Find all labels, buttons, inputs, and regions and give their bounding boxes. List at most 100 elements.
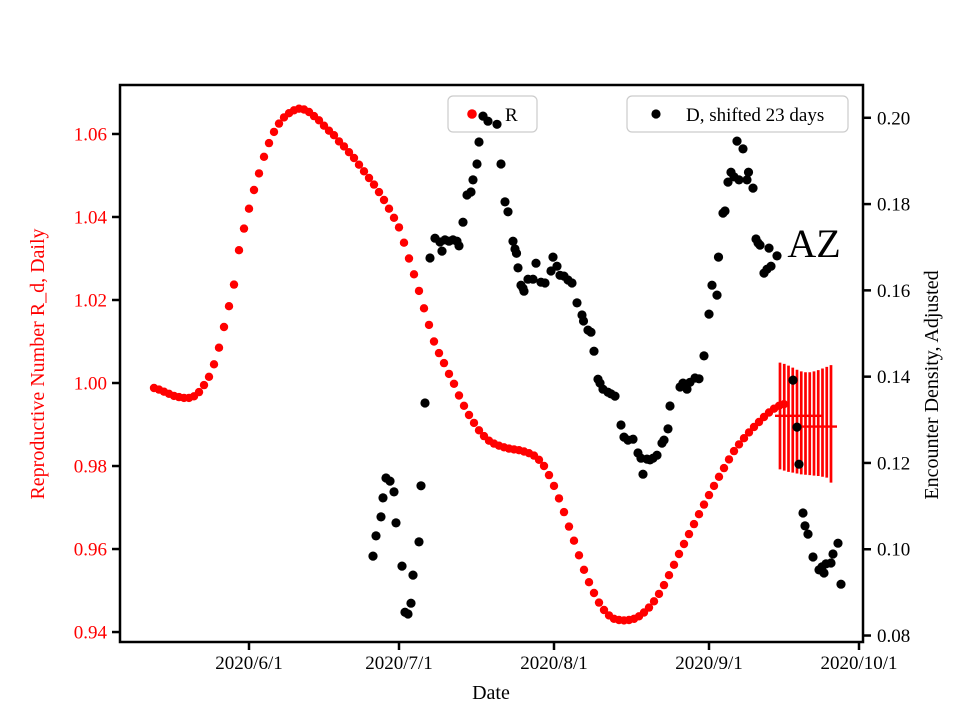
- d-data-point: [798, 508, 808, 518]
- r-data-point: [674, 549, 684, 559]
- left-tick-label: 0.96: [74, 540, 107, 561]
- r-data-point: [554, 494, 564, 503]
- r-data-point: [689, 519, 699, 529]
- d-data-point: [772, 251, 782, 261]
- r-data-point: [214, 343, 224, 352]
- left-tick-label: 0.98: [74, 457, 107, 478]
- d-data-point: [397, 561, 407, 571]
- r-data-point: [709, 481, 719, 491]
- r-data-point: [219, 322, 229, 332]
- d-data-point: [833, 538, 843, 548]
- r-data-point: [579, 565, 589, 574]
- r-data-point: [399, 238, 409, 247]
- r-data-point: [234, 246, 244, 255]
- d-data-point: [472, 159, 482, 169]
- r-data-point: [329, 131, 339, 140]
- r-data-point: [704, 490, 714, 500]
- d-data-point: [572, 298, 582, 308]
- right-tick-label: 0.18: [877, 195, 910, 216]
- d-data-point: [723, 177, 733, 187]
- r-data-point: [729, 446, 739, 456]
- x-tick-label: 2020/9/1: [675, 653, 743, 674]
- r-data-point: [229, 280, 239, 289]
- r-data-point: [249, 185, 259, 195]
- r-data-point: [414, 286, 424, 296]
- r-data-point: [594, 598, 604, 607]
- r-data-point: [244, 204, 254, 213]
- r-data-point: [569, 536, 579, 545]
- r-data-point: [209, 360, 219, 369]
- d-data-point: [628, 434, 638, 444]
- d-data-point: [589, 346, 599, 356]
- r-data-point: [574, 551, 584, 560]
- d-data-point: [466, 187, 476, 197]
- r-data-point: [564, 522, 574, 531]
- legend-d-box: [626, 95, 849, 133]
- r-data-point: [194, 387, 204, 397]
- r-data-point: [539, 461, 549, 471]
- d-data-point: [531, 258, 541, 268]
- r-data-point: [559, 507, 569, 517]
- d-data-point: [742, 175, 752, 185]
- r-data-point: [699, 500, 709, 509]
- axes-frame-and-ticks: 2020/6/1 2020/7/1 2020/8/1 2020/9/1 2020/10/…: [74, 83, 911, 674]
- r-data-point: [274, 119, 284, 128]
- r-data-point: [669, 560, 679, 569]
- right-tick-label: 0.12: [877, 453, 910, 474]
- r-data-point: [714, 472, 724, 481]
- d-data-point: [616, 420, 626, 430]
- left-tick-label: 1.02: [74, 290, 107, 311]
- d-data-point: [836, 579, 846, 589]
- d-data-point: [652, 450, 662, 460]
- r-data-point: [349, 153, 359, 163]
- x-tick-label: 2020/6/1: [215, 653, 283, 674]
- right-axis-title: Encounter Density, Adjusted: [921, 270, 943, 499]
- d-data-point: [454, 241, 464, 251]
- d-data-point: [659, 435, 669, 445]
- d-data-point: [437, 246, 447, 256]
- right-tick-label: 0.16: [877, 281, 910, 302]
- d-data-point: [474, 137, 484, 147]
- r-data-point: [444, 369, 454, 379]
- d-data-point: [391, 518, 401, 528]
- r-data-point: [439, 358, 449, 368]
- left-tick-label: 1.04: [74, 207, 108, 228]
- d-series-marker-icon: [651, 109, 661, 119]
- right-tick-label: 0.08: [877, 626, 910, 647]
- d-data-point: [682, 384, 692, 394]
- d-data-point: [378, 493, 388, 503]
- r-data-point: [339, 142, 349, 151]
- d-data-point: [792, 422, 802, 432]
- r-data-point: [204, 372, 214, 381]
- r-data-point: [394, 223, 404, 232]
- d-data-point: [511, 248, 522, 258]
- state-annotation: AZ: [787, 221, 840, 266]
- d-data-point: [704, 309, 714, 319]
- legend-layer: R D, shifted 23 days: [447, 95, 849, 133]
- r-data-point: [589, 588, 599, 598]
- r-series-points: [149, 104, 789, 625]
- r-data-point: [644, 603, 654, 612]
- d-data-point: [699, 351, 709, 361]
- right-tick-label: 0.20: [877, 108, 910, 129]
- r-data-point: [469, 418, 479, 428]
- r-data-point: [739, 434, 749, 443]
- d-data-point: [610, 391, 620, 401]
- d-data-point: [385, 476, 395, 486]
- d-data-point: [371, 531, 381, 541]
- d-data-point: [707, 280, 717, 290]
- r-data-point: [424, 320, 434, 330]
- d-data-point: [764, 243, 774, 253]
- r-data-point: [534, 455, 544, 464]
- r-data-point: [374, 187, 384, 197]
- d-data-point: [552, 261, 562, 271]
- r-data-point: [389, 213, 399, 222]
- r-data-point: [449, 379, 459, 388]
- r-series-marker-icon: [467, 109, 477, 119]
- d-data-point: [826, 558, 836, 568]
- d-data-point: [638, 469, 648, 479]
- r-data-point: [649, 597, 659, 606]
- legend-r-label: R: [505, 105, 518, 126]
